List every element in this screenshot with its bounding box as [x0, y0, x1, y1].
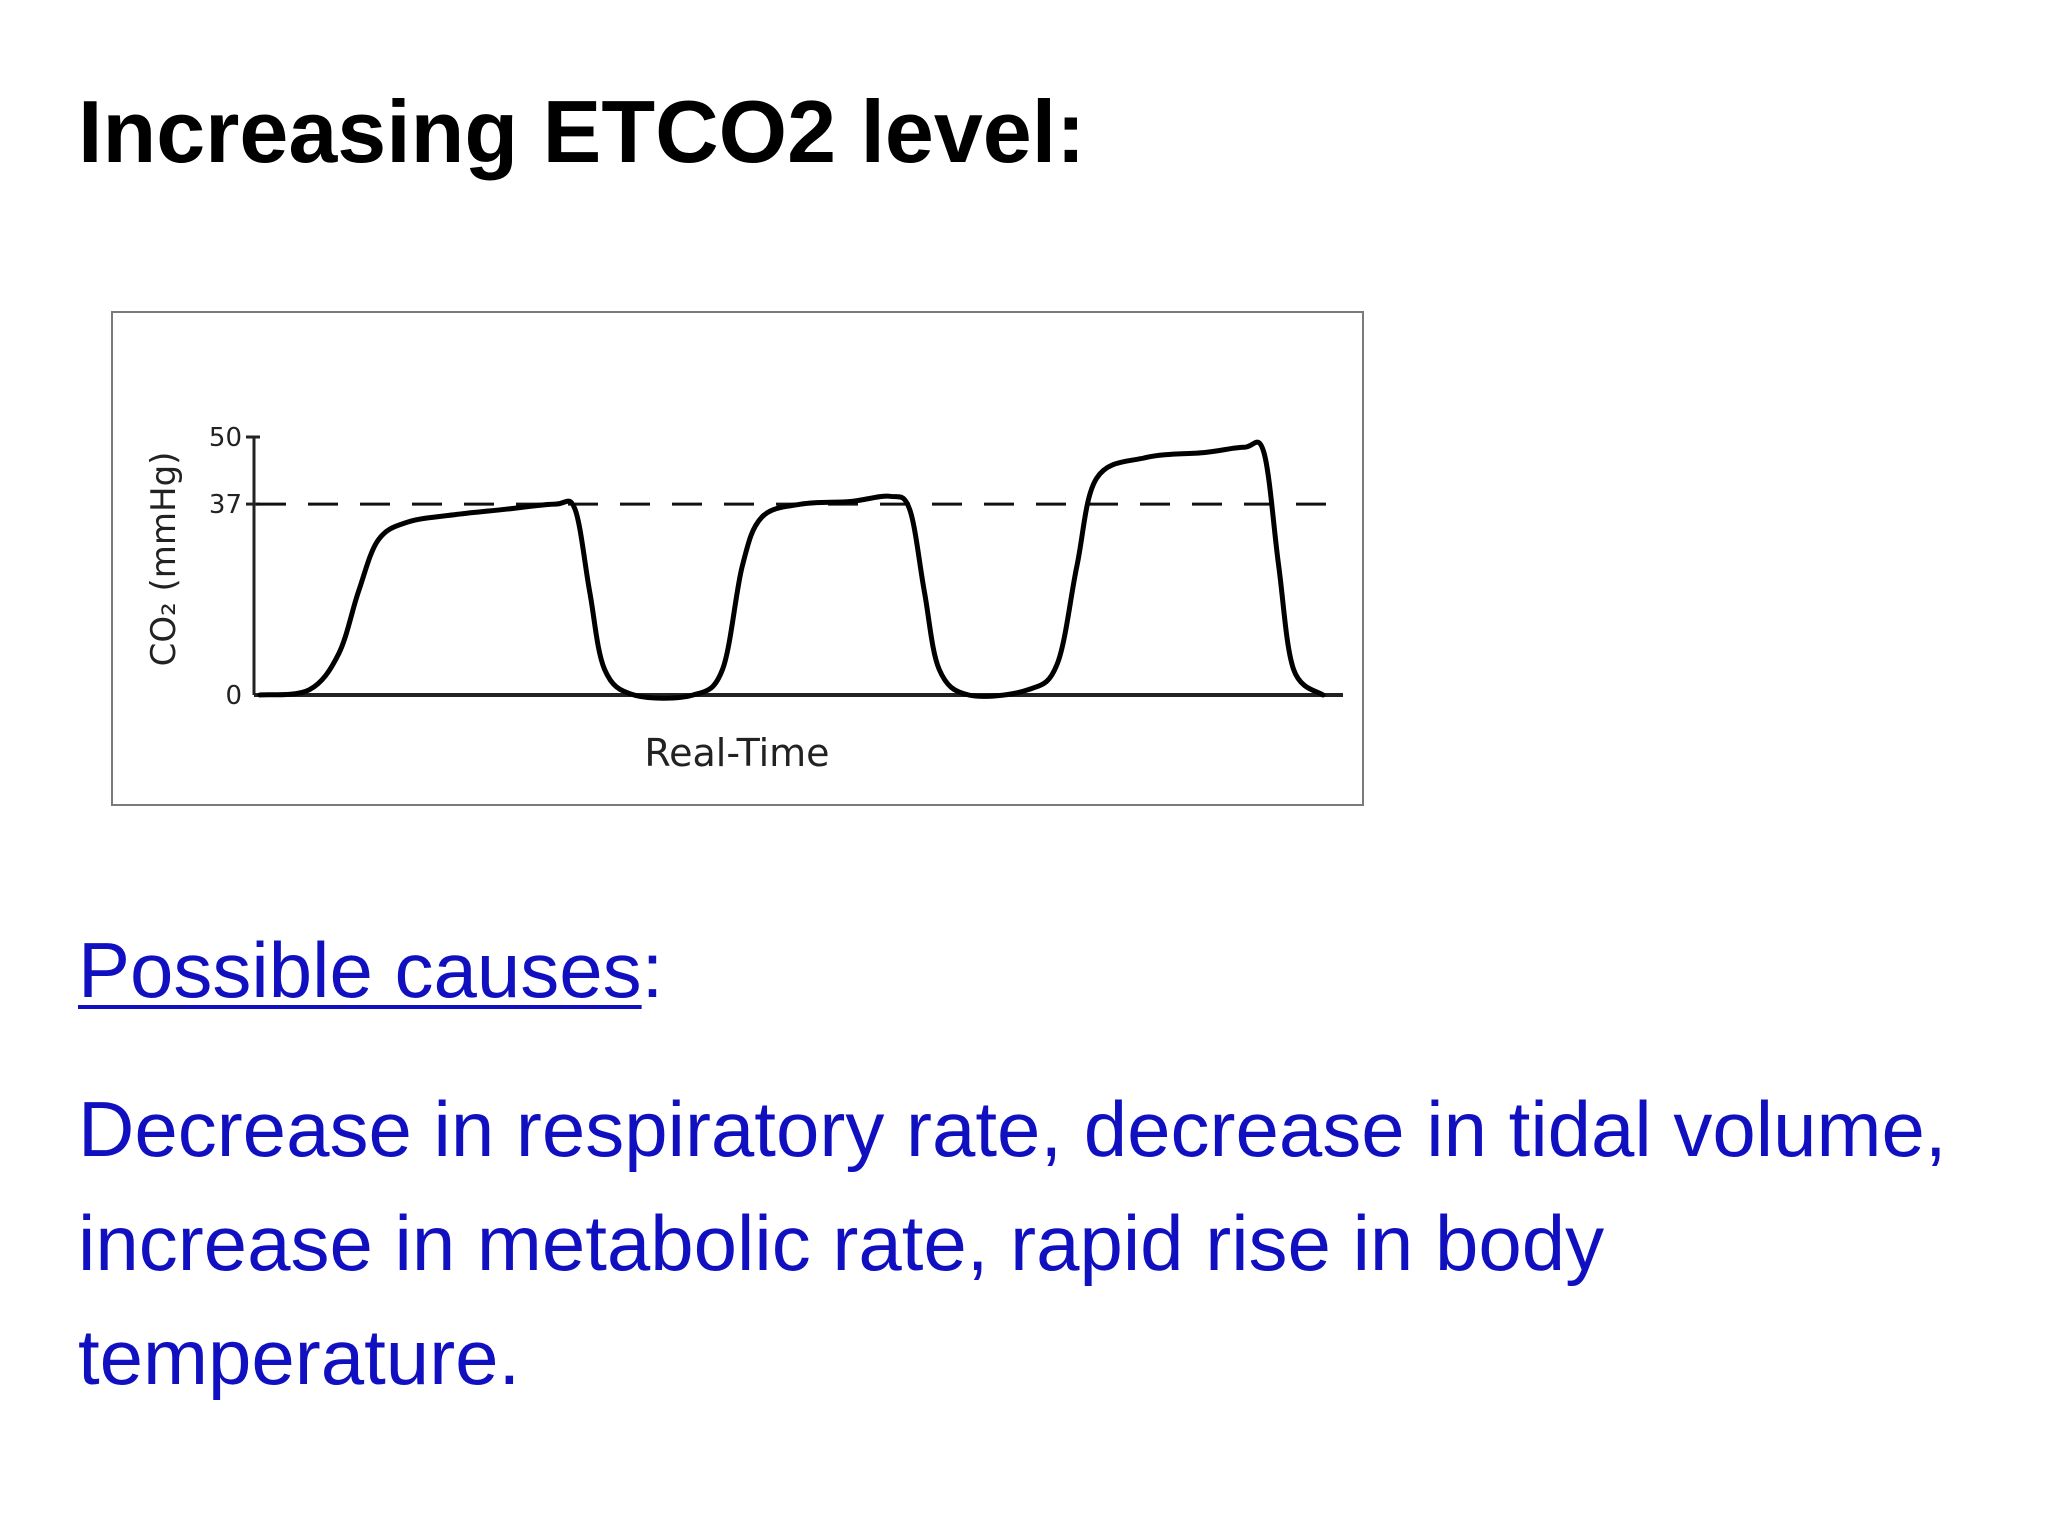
y-tick-label: 0 — [225, 681, 242, 711]
possible-causes-link[interactable]: Possible causes — [78, 926, 642, 1014]
y-axis-label: CO₂ (mmHg) — [144, 452, 184, 667]
x-axis-label: Real-Time — [644, 731, 829, 775]
y-tick-label: 50 — [209, 423, 242, 453]
axes — [252, 437, 1343, 697]
causes-heading: Possible causes: — [78, 925, 663, 1015]
series-group — [257, 439, 1326, 701]
y-ticks: 0 37 50 — [209, 423, 260, 711]
causes-text: Decrease in respiratory rate, decrease i… — [78, 1085, 1947, 1401]
capnography-chart: CO₂ (mmHg) Real-Time 0 37 50 — [144, 423, 1343, 775]
causes-heading-colon: : — [641, 926, 664, 1014]
slide-title: Increasing ETCO2 level: — [78, 82, 1086, 181]
y-tick-label: 37 — [209, 490, 242, 520]
capnography-figure: CO₂ (mmHg) Real-Time 0 37 50 — [111, 311, 1364, 806]
co2-waveform-series-0 — [257, 439, 1326, 701]
